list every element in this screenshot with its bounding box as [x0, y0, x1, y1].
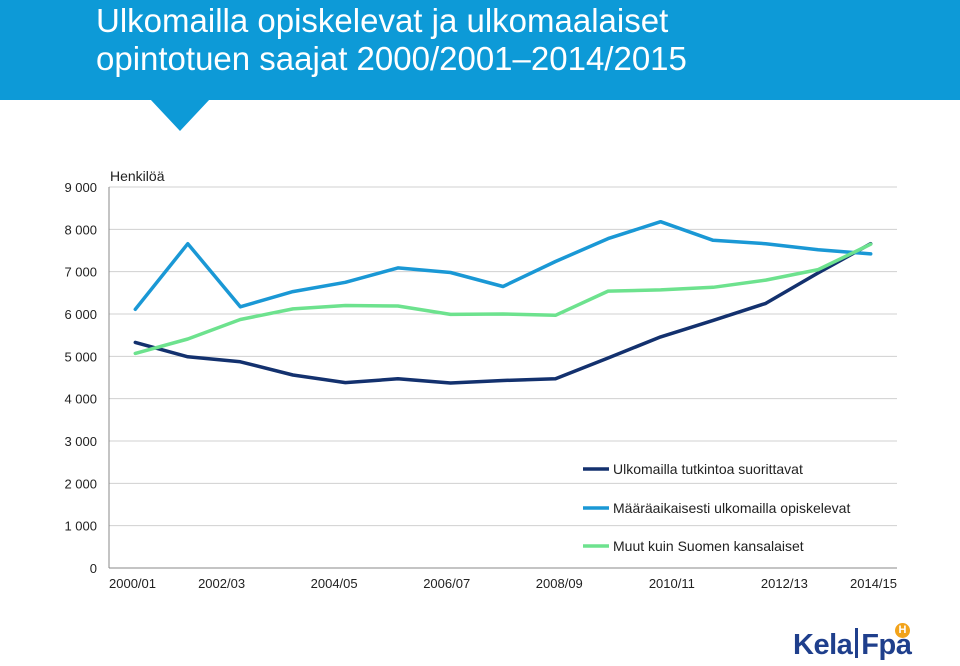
data-point [554, 314, 557, 317]
x-tick-label: 2008/09 [536, 576, 583, 591]
y-tick-label: 5 000 [64, 349, 97, 364]
page-title-line1: Ulkomailla opiskelevat ja ulkomaalaiset [96, 2, 669, 39]
data-point [239, 305, 242, 308]
x-tick-label: 2014/15 [850, 576, 897, 591]
x-tick-label: 2010/11 [649, 576, 695, 591]
y-tick-label: 4 000 [64, 392, 97, 407]
data-point [554, 377, 557, 380]
data-point [869, 252, 872, 255]
data-point [344, 381, 347, 384]
data-point [607, 357, 610, 360]
x-tick-label: 2002/03 [198, 576, 245, 591]
data-point [502, 313, 505, 316]
y-tick-label: 0 [90, 561, 97, 576]
data-point [134, 341, 137, 344]
series-line-2 [133, 219, 873, 312]
series-line-3 [133, 242, 873, 356]
y-tick-label: 6 000 [64, 307, 97, 322]
data-point [502, 285, 505, 288]
data-point [502, 379, 505, 382]
data-point [869, 243, 872, 246]
data-point [817, 268, 820, 271]
title-banner [0, 0, 960, 100]
logo-mark-icon: H [895, 623, 910, 638]
y-tick-label: 3 000 [64, 434, 97, 449]
x-tick-label: 2000/01 [109, 576, 156, 591]
y-tick-label: 7 000 [64, 265, 97, 280]
data-point [134, 308, 137, 311]
kela-fpa-logo: Kela Fpa [793, 628, 912, 662]
x-tick-label: 2006/07 [423, 576, 470, 591]
y-tick-label: 8 000 [64, 222, 97, 237]
data-point [344, 281, 347, 284]
data-point [449, 382, 452, 385]
data-point [134, 352, 137, 355]
x-tick-label: 2004/05 [311, 576, 358, 591]
data-point [291, 307, 294, 310]
data-point [239, 360, 242, 363]
data-point [449, 313, 452, 316]
data-point [239, 318, 242, 321]
data-point [817, 248, 820, 251]
logo-divider [855, 628, 859, 658]
data-point [764, 302, 767, 305]
logo-kela-text: Kela [793, 629, 853, 661]
series-line-1 [133, 241, 873, 385]
data-point [607, 290, 610, 293]
data-point [291, 290, 294, 293]
y-tick-label: 9 000 [64, 180, 97, 195]
y-tick-label: 1 000 [64, 519, 97, 534]
x-tick-label: 2012/13 [761, 576, 808, 591]
y-tick-label: 2 000 [64, 476, 97, 491]
data-point [712, 239, 715, 242]
data-point [607, 237, 610, 240]
data-point [659, 288, 662, 291]
page-title: Ulkomailla opiskelevat ja ulkomaalaiset … [96, 2, 687, 78]
data-point [396, 266, 399, 269]
data-point [291, 373, 294, 376]
data-point [712, 319, 715, 322]
legend-label: Muut kuin Suomen kansalaiset [613, 538, 804, 554]
data-point [764, 279, 767, 282]
data-point [186, 337, 189, 340]
data-point [554, 260, 557, 263]
data-point [659, 335, 662, 338]
page-title-line2: opintotuen saajat 2000/2001–2014/2015 [96, 40, 687, 77]
data-point [449, 271, 452, 274]
legend-label: Määräaikaisesti ulkomailla opiskelevat [613, 500, 850, 516]
data-point [186, 242, 189, 245]
data-point [344, 304, 347, 307]
data-point [396, 304, 399, 307]
data-point [396, 377, 399, 380]
data-point [817, 271, 820, 274]
data-point [186, 355, 189, 358]
title-banner-notch [150, 99, 210, 131]
data-point [712, 286, 715, 289]
data-point [764, 242, 767, 245]
legend-label: Ulkomailla tutkintoa suorittavat [613, 461, 803, 477]
y-axis-label: Henkilöä [110, 168, 165, 184]
data-point [659, 220, 662, 223]
